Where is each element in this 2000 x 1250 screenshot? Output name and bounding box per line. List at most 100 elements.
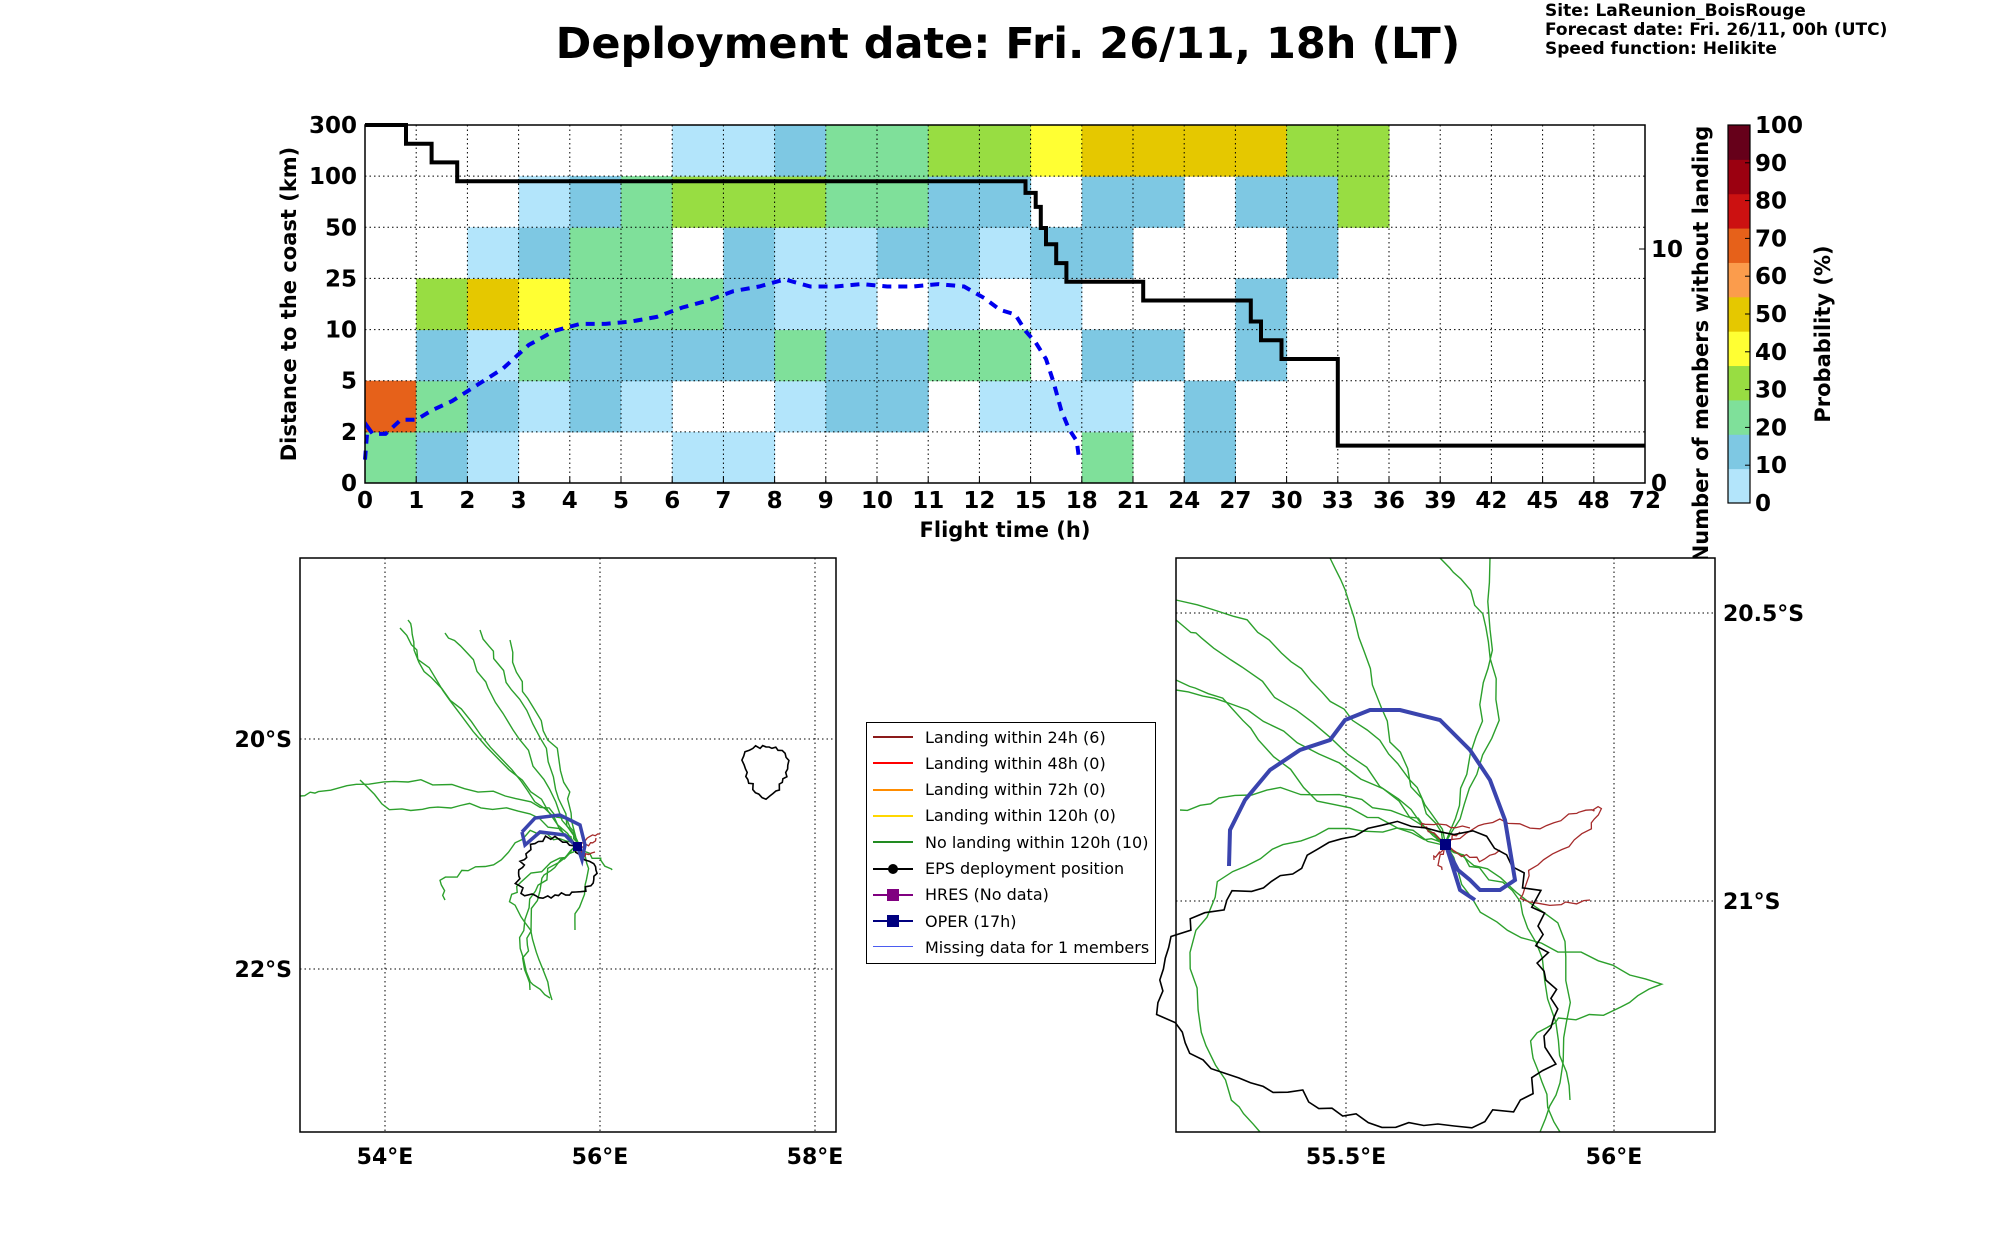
legend-swatch — [871, 727, 915, 747]
trajectory-no-landing — [444, 632, 580, 848]
colorbar-tick-label: 0 — [1755, 491, 1771, 517]
colorbar-segment — [1728, 228, 1750, 263]
heat-cell — [723, 278, 776, 331]
reunion-island-outline — [1155, 820, 1559, 1129]
members-step-line — [365, 123, 1645, 448]
x-tick-label: 11 — [912, 488, 944, 514]
x-tick-label: 39 — [1424, 488, 1456, 514]
heat-cell — [825, 380, 878, 433]
trajectory-no-landing — [1444, 842, 1664, 1133]
heat-cell — [467, 278, 520, 331]
trajectory-no-landing — [1175, 689, 1444, 843]
y-axis-label: Distance to the coast (km) — [277, 147, 301, 462]
map-lon-label: 56°E — [572, 1145, 629, 1170]
heat-cell — [825, 227, 878, 279]
x-tick-label: 4 — [562, 488, 578, 514]
trajectory-landing-24h — [1437, 844, 1449, 871]
heat-cell — [518, 227, 571, 279]
colorbar-tick-label: 40 — [1755, 340, 1787, 366]
trajectory-no-landing — [1175, 679, 1446, 847]
heat-cell — [1235, 176, 1288, 228]
legend-entry: Landing within 72h (0) — [871, 780, 1106, 800]
colorbar-segment — [1728, 159, 1750, 195]
heat-cell — [416, 329, 468, 382]
x-tick-label: 8 — [767, 488, 783, 514]
heat-cell — [1133, 176, 1185, 228]
x-tick-label: 18 — [1066, 488, 1098, 514]
heat-cell — [1081, 329, 1134, 382]
x-tick-label: 33 — [1322, 488, 1354, 514]
heat-cell — [1337, 176, 1390, 228]
colorbar-tick-label: 20 — [1755, 415, 1787, 441]
y-right-tick-label: 0 — [1651, 471, 1667, 497]
legend-label: Landing within 120h (0) — [925, 806, 1116, 826]
trajectory-no-landing — [1443, 557, 1494, 847]
x-tick-label: 5 — [613, 488, 629, 514]
legend-entry: OPER (17h) — [871, 911, 1017, 931]
y-tick-label: 2 — [341, 420, 357, 446]
heat-cell — [1133, 329, 1185, 382]
legend-swatch — [871, 859, 915, 879]
site-label: Site: LaReunion_BoisRouge — [1545, 1, 1806, 21]
heat-cell — [365, 431, 417, 484]
legend-entry: EPS deployment position — [871, 859, 1124, 879]
colorbar-tick-label: 100 — [1755, 113, 1803, 139]
map-overview: 54°E 56°E 58°E 20°S 22°S — [235, 557, 843, 1170]
heat-cell — [979, 125, 1032, 177]
heat-cell — [928, 227, 980, 279]
legend-entry: Landing within 24h (6) — [871, 727, 1106, 747]
heat-cell — [365, 380, 417, 433]
x-tick-label: 30 — [1271, 488, 1303, 514]
legend-entry: Landing within 120h (0) — [871, 806, 1116, 826]
colorbar-tick-label: 90 — [1755, 151, 1787, 177]
map-lon-label: 55.5°E — [1306, 1145, 1386, 1170]
colorbar-segment — [1728, 399, 1750, 435]
heat-cell — [1081, 176, 1134, 228]
heat-cell — [1030, 125, 1083, 177]
x-tick-label: 21 — [1117, 488, 1149, 514]
colorbar-segment — [1728, 365, 1750, 401]
x-tick-label: 42 — [1475, 488, 1507, 514]
heat-cell — [467, 380, 520, 433]
legend-entry: Missing data for 1 members — [871, 937, 1149, 957]
trajectory-no-landing — [509, 639, 581, 846]
map-lon-label: 56°E — [1586, 1145, 1643, 1170]
trajectory-no-landing — [518, 846, 576, 999]
legend-label: No landing within 120h (10) — [925, 832, 1149, 852]
heat-cell — [877, 125, 929, 177]
map-background — [300, 558, 836, 1132]
trajectory-no-landing — [1175, 619, 1444, 844]
trajectory-no-landing — [1175, 599, 1447, 845]
colorbar-label: Probability (%) — [1811, 245, 1835, 422]
trajectory-no-landing — [530, 845, 577, 1001]
heat-cell — [723, 176, 776, 228]
heat-cell — [1081, 380, 1134, 433]
legend-swatch — [871, 753, 915, 773]
heat-cell — [825, 329, 878, 382]
colorbar: 0 10 20 30 40 50 60 70 80 90 100 Probability (%) — [1727, 113, 1835, 517]
heat-cell — [774, 278, 827, 331]
heat-cell — [672, 329, 724, 382]
legend-label: OPER (17h) — [925, 911, 1017, 931]
heat-cell — [1081, 227, 1134, 279]
legend-entry: Landing within 48h (0) — [871, 753, 1106, 773]
map-lat-label: 20.5°S — [1723, 602, 1804, 627]
heat-cell — [569, 176, 622, 228]
heat-cell — [1133, 125, 1185, 177]
trajectory-no-landing — [299, 778, 581, 846]
heat-cell — [877, 227, 929, 279]
x-tick-label: 9 — [818, 488, 834, 514]
colorbar-tick-label: 80 — [1755, 189, 1787, 215]
legend-label: Landing within 24h (6) — [925, 727, 1106, 747]
legend-swatch — [871, 832, 915, 852]
colorbar-tick-label: 10 — [1755, 453, 1787, 479]
heat-cell — [1286, 176, 1339, 228]
x-tick-label: 12 — [963, 488, 995, 514]
heat-cell — [1081, 431, 1134, 484]
trajectory-no-landing — [407, 619, 580, 849]
map-lat-label: 20°S — [235, 728, 292, 753]
x-tick-label: 0 — [357, 488, 373, 514]
heat-cell — [1030, 278, 1083, 331]
x-tick-label: 2 — [459, 488, 475, 514]
legend-swatch — [871, 885, 915, 905]
